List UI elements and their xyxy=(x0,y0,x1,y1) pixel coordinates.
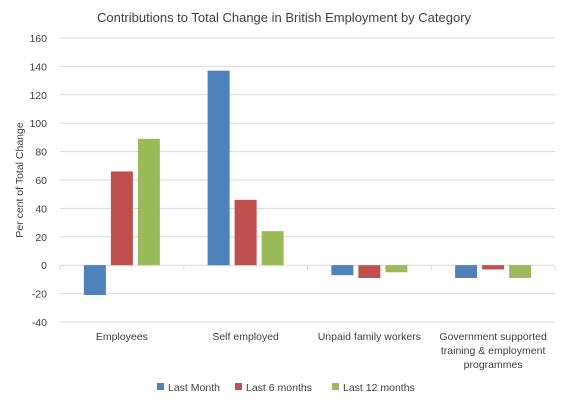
y-tick-label: 160 xyxy=(29,33,47,45)
bar xyxy=(207,70,230,266)
bar xyxy=(110,171,133,266)
bar xyxy=(385,265,408,273)
y-tick-label: 80 xyxy=(35,147,47,159)
bar xyxy=(83,265,106,296)
bar xyxy=(358,265,381,278)
legend-swatch xyxy=(332,383,339,390)
bar xyxy=(137,138,160,266)
x-category-label: Government supported xyxy=(439,331,547,343)
y-tick-label: 20 xyxy=(35,232,47,244)
legend-label: Last 6 months xyxy=(246,382,312,394)
y-axis-tick-labels: -40 -20 0 20 40 60 80 100 120 140 160 xyxy=(29,33,47,329)
y-tick-label: 60 xyxy=(35,175,47,187)
y-tick-label: 40 xyxy=(35,203,47,215)
y-tick-label: 0 xyxy=(41,260,47,272)
x-axis-category-labels: Employees Self employed Unpaid family work… xyxy=(96,331,547,371)
y-axis-title: Per cent of Total Change xyxy=(14,122,26,238)
x-category-label: Self employed xyxy=(212,331,279,343)
y-tick-label: 120 xyxy=(29,90,47,102)
x-category-label: training & employment xyxy=(441,345,546,357)
legend: Last Month Last 6 months Last 12 months xyxy=(157,382,415,394)
legend-label: Last Month xyxy=(168,382,220,394)
bar xyxy=(261,231,284,266)
x-category-label: Employees xyxy=(96,331,148,343)
legend-swatch xyxy=(235,383,242,390)
y-tick-label: 100 xyxy=(29,118,47,130)
y-tick-label: -40 xyxy=(32,317,47,329)
bar xyxy=(331,265,354,276)
chart-title: Contributions to Total Change in British… xyxy=(97,10,472,25)
y-tick-label: 140 xyxy=(29,61,47,73)
bar xyxy=(482,265,505,270)
y-tick-label: -20 xyxy=(32,289,47,301)
legend-swatch xyxy=(157,383,164,390)
x-category-label: Unpaid family workers xyxy=(318,331,421,343)
bars xyxy=(83,70,532,296)
bar xyxy=(234,199,257,266)
bar xyxy=(509,265,532,278)
gridlines xyxy=(59,37,556,323)
legend-label: Last 12 months xyxy=(343,382,415,394)
bar xyxy=(455,265,478,278)
x-category-label: programmes xyxy=(464,359,523,371)
